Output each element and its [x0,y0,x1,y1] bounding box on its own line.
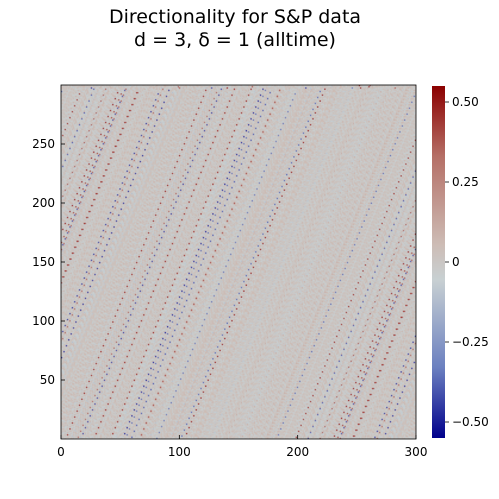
y-axis: 50 100 150 200 250 [32,137,65,387]
x-tick-label: 200 [286,445,309,459]
colorbar: −0.50 −0.25 0 0.25 0.50 [432,86,489,438]
colorbar-gradient [432,86,445,438]
heatmap-cells [61,85,416,439]
y-tick-label: 150 [32,255,55,269]
y-tick-label: 250 [32,137,55,151]
colorbar-tick-label: −0.50 [452,415,489,429]
y-tick-label: 50 [40,373,55,387]
y-tick-label: 100 [32,314,55,328]
colorbar-tick-label: −0.25 [452,335,489,349]
heatmap-plot-area [60,84,417,440]
chart-title-line-2: d = 3, δ = 1 (alltime) [134,29,336,51]
colorbar-tick-label: 0.50 [452,95,479,109]
x-tick-label: 0 [57,445,65,459]
colorbar-tick-label: 0 [452,255,460,269]
chart-title-line-1: Directionality for S&P data [108,6,362,28]
x-axis: 0 100 200 300 [57,435,427,459]
y-tick-label: 200 [32,196,55,210]
colorbar-tick-label: 0.25 [452,175,479,189]
x-tick-label: 100 [168,445,191,459]
colorbar-ticks: −0.50 −0.25 0 0.25 0.50 [445,95,489,429]
x-tick-label: 300 [405,445,428,459]
